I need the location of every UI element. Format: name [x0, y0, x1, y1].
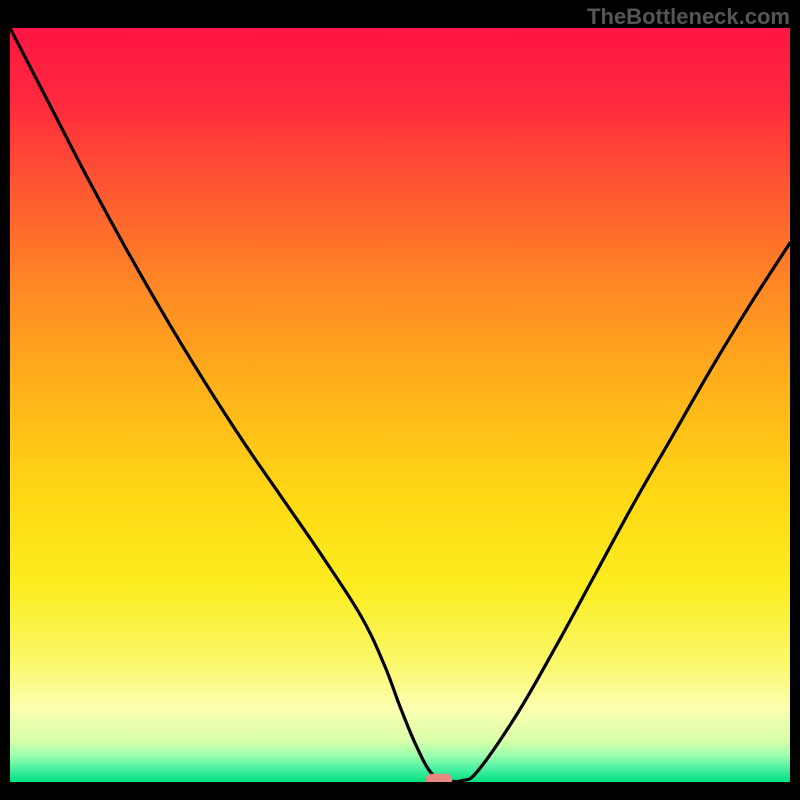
chart-background	[10, 28, 790, 782]
bottleneck-chart	[10, 28, 790, 782]
optimum-marker	[426, 774, 453, 782]
watermark-label: TheBottleneck.com	[587, 4, 790, 30]
chart-frame: TheBottleneck.com	[0, 0, 800, 800]
plot-area	[10, 28, 790, 782]
